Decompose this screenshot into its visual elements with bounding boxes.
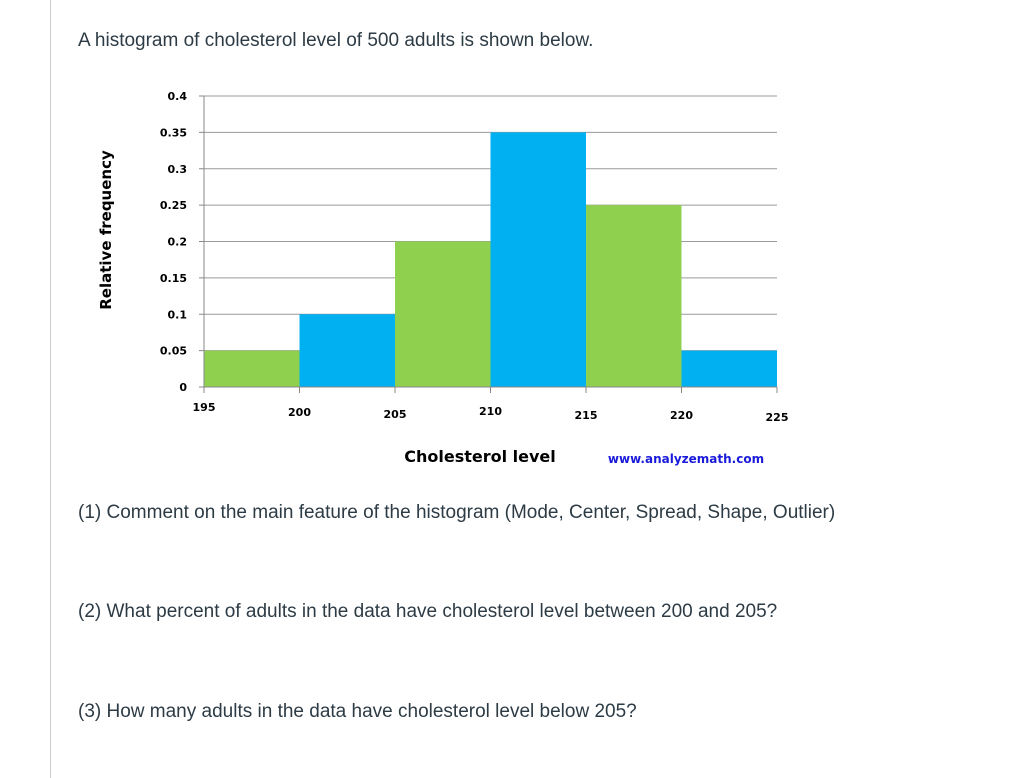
histogram-bar [204,350,300,387]
x-tick-label: 215 [575,409,598,422]
content-left-border [50,0,51,778]
x-axis-label: Cholesterol level [404,447,556,466]
y-axis-label: Relative frequency [97,150,115,310]
histogram-bar [681,350,777,387]
y-tick-label: 0.2 [168,236,188,249]
y-tick-label: 0.3 [168,163,188,176]
watermark: www.analyzemath.com [608,452,764,466]
y-tick-label: 0.1 [168,308,188,321]
histogram-bar [299,314,395,387]
x-tick-label: 200 [288,406,311,419]
histogram-bar [490,132,586,387]
question-3: (3) How many adults in the data have cho… [78,701,637,722]
x-tick-label: 210 [479,405,502,418]
x-tick-label: 220 [670,409,693,422]
y-tick-label: 0.15 [160,272,187,285]
x-tick-label: 195 [193,401,216,414]
x-tick-label: 225 [766,411,789,424]
histogram-chart: 0 0.05 0.1 0.15 0.2 0.25 0.3 0.35 0.4 195 200 205 2… [97,90,789,466]
question-2: (2) What percent of adults in the data h… [78,601,778,622]
x-tick-label: 205 [384,408,407,421]
y-tick-label: 0.25 [160,199,187,212]
y-tick-label: 0 [179,381,187,394]
y-tick-label: 0.4 [168,90,188,103]
intro-text: A histogram of cholesterol level of 500 … [78,30,594,51]
y-tick-label: 0.35 [160,126,187,139]
histogram-bar [395,241,491,387]
question-1: (1) Comment on the main feature of the h… [78,502,836,523]
y-tick-label: 0.05 [160,345,187,358]
histogram-bar [586,205,682,387]
